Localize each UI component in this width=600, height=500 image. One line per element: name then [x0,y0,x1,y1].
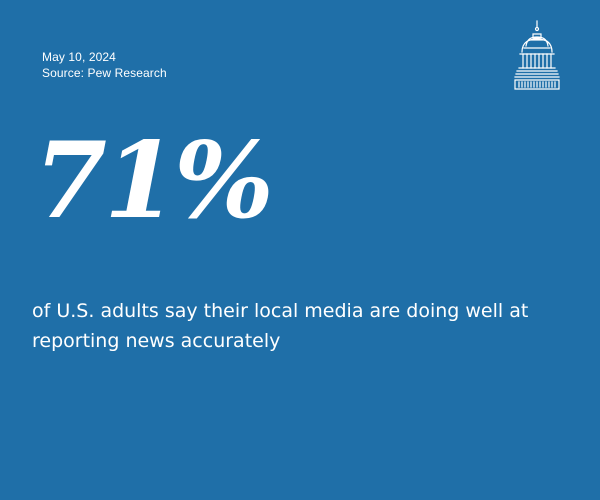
headline-percentage: 71% [34,118,274,242]
stat-description: of U.S. adults say their local media are… [32,300,529,352]
meta-block: May 10, 2024 Source: Pew Research [42,49,167,81]
publish-date: May 10, 2024 [42,50,116,64]
source-label: Source: Pew Research [42,66,167,80]
capitol-dome-icon [512,18,562,92]
